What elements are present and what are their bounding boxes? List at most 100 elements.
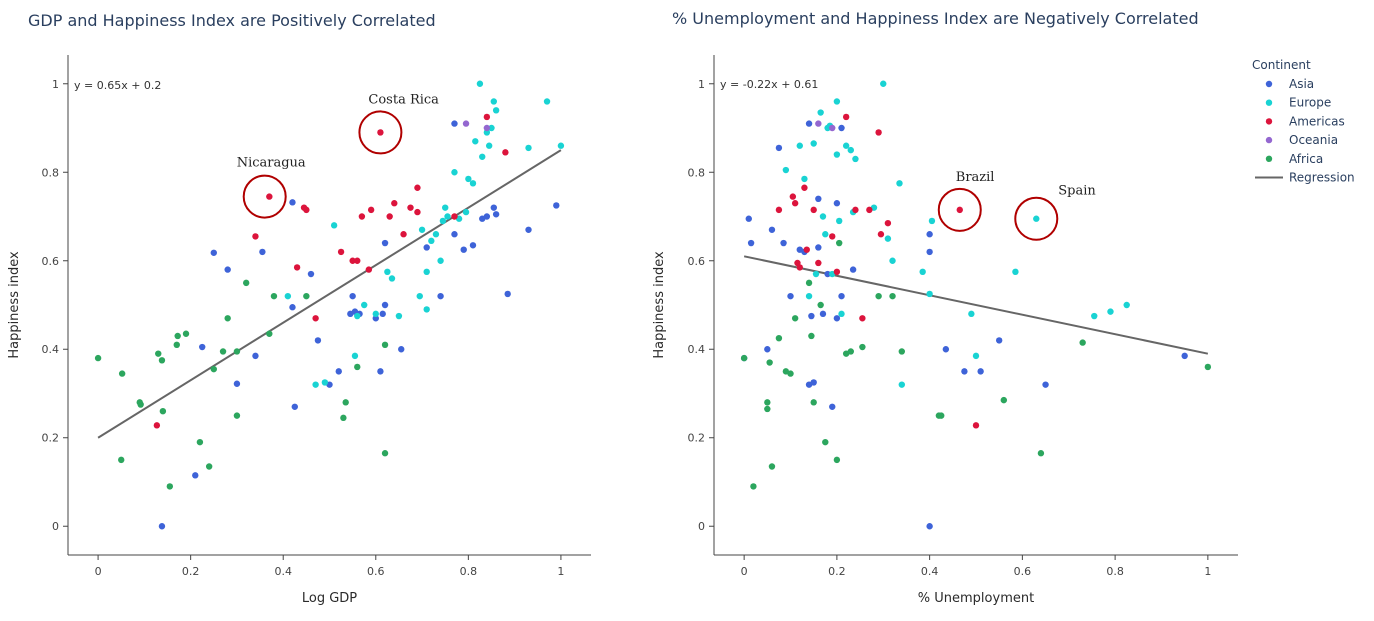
data-point-europe — [418, 226, 426, 233]
data-point-africa — [740, 354, 748, 362]
data-point-europe — [898, 381, 906, 388]
data-point-americas — [451, 213, 458, 220]
data-point-asia — [259, 248, 266, 256]
data-point-africa — [224, 315, 231, 322]
data-point-asia — [210, 249, 217, 256]
data-point-europe — [423, 306, 430, 313]
data-point-americas — [791, 200, 799, 207]
data-point-asia — [483, 213, 491, 220]
data-point-americas — [400, 231, 407, 238]
data-point-asia — [490, 204, 498, 211]
data-point-asia — [469, 242, 477, 249]
data-point-asia — [349, 292, 356, 300]
legend-item-label: Regression — [1289, 171, 1355, 185]
data-point-americas — [884, 219, 892, 227]
data-point-americas — [859, 315, 866, 322]
data-point-europe — [437, 257, 444, 264]
data-point-europe — [1091, 312, 1098, 320]
regression-line — [743, 255, 1209, 355]
data-point-europe — [928, 217, 936, 225]
data-point-asia — [833, 200, 841, 207]
y-tick-label: 0.8 — [42, 166, 60, 179]
data-point-oceania — [483, 124, 491, 132]
data-point-africa — [205, 463, 213, 470]
data-point-europe — [472, 138, 479, 145]
data-point-americas — [367, 206, 375, 214]
legend-marker-oceania[interactable] — [1265, 136, 1273, 144]
data-point-europe — [485, 142, 493, 149]
data-point-europe — [889, 257, 896, 264]
data-point-africa — [889, 292, 896, 300]
data-point-asia — [158, 523, 166, 530]
data-point-oceania — [829, 124, 836, 132]
data-point-europe — [492, 107, 500, 114]
data-point-africa — [836, 239, 843, 247]
legend-marker-europe[interactable] — [1265, 99, 1273, 106]
data-point-europe — [416, 292, 423, 300]
data-point-asia — [819, 310, 827, 318]
data-point-asia — [833, 315, 841, 322]
legend-marker-asia[interactable] — [1265, 80, 1273, 88]
data-point-africa — [242, 279, 250, 287]
data-point-asia — [961, 368, 968, 375]
y-tick-label: 0.6 — [42, 255, 60, 268]
data-point-asia — [926, 231, 933, 238]
data-point-africa — [847, 348, 854, 355]
data-point-asia — [926, 248, 933, 256]
data-point-americas — [852, 206, 859, 214]
data-point-europe — [884, 235, 892, 242]
data-point-africa — [166, 483, 174, 490]
data-point-asia — [314, 337, 322, 344]
data-point-americas — [502, 149, 509, 156]
y-tick-label: 0.2 — [688, 432, 706, 445]
x-tick-label: 0.4 — [274, 565, 292, 578]
data-point-americas — [312, 315, 319, 322]
data-point-asia — [252, 352, 259, 360]
data-point-africa — [817, 301, 824, 309]
data-point-europe — [833, 98, 841, 105]
data-point-americas — [796, 264, 803, 271]
data-point-americas — [365, 266, 373, 273]
data-point-africa — [233, 412, 241, 419]
x-tick-label: 1 — [557, 565, 564, 578]
legend-marker-africa[interactable] — [1265, 155, 1273, 162]
data-point-europe — [926, 290, 933, 298]
data-point-americas — [358, 213, 366, 220]
data-point-asia — [942, 346, 950, 353]
data-point-americas — [972, 422, 980, 429]
data-point-asia — [995, 337, 1003, 344]
data-point-europe — [1033, 215, 1040, 222]
data-point-americas — [866, 206, 873, 214]
x-tick-label: 0.6 — [1014, 565, 1032, 578]
y-tick-label: 0 — [52, 520, 59, 533]
data-point-africa — [219, 348, 227, 355]
data-point-europe — [817, 109, 824, 116]
data-point-africa — [173, 341, 180, 349]
data-point-africa — [118, 456, 125, 464]
data-point-americas — [789, 193, 797, 200]
x-tick-label: 0.4 — [921, 565, 939, 578]
data-point-africa — [833, 456, 841, 464]
data-point-americas — [833, 268, 841, 276]
x-tick-label: 0 — [95, 565, 102, 578]
data-point-asia — [829, 403, 836, 410]
data-point-americas — [815, 259, 822, 267]
data-point-europe — [428, 237, 435, 245]
data-point-europe — [284, 292, 292, 300]
annotation-label: Brazil — [956, 170, 995, 185]
data-point-europe — [444, 213, 451, 220]
legend-marker-americas[interactable] — [1265, 118, 1273, 125]
data-point-americas — [293, 264, 301, 271]
data-point-europe — [432, 231, 440, 238]
data-point-oceania — [462, 120, 470, 127]
data-point-africa — [270, 292, 278, 300]
data-point-africa — [775, 334, 783, 342]
data-point-africa — [159, 407, 167, 415]
data-point-europe — [543, 98, 551, 105]
data-point-africa — [342, 399, 349, 406]
data-point-asia — [289, 304, 296, 311]
legend-item-label: Europe — [1289, 96, 1331, 110]
data-point-americas — [801, 184, 808, 191]
data-point-europe — [880, 80, 887, 87]
